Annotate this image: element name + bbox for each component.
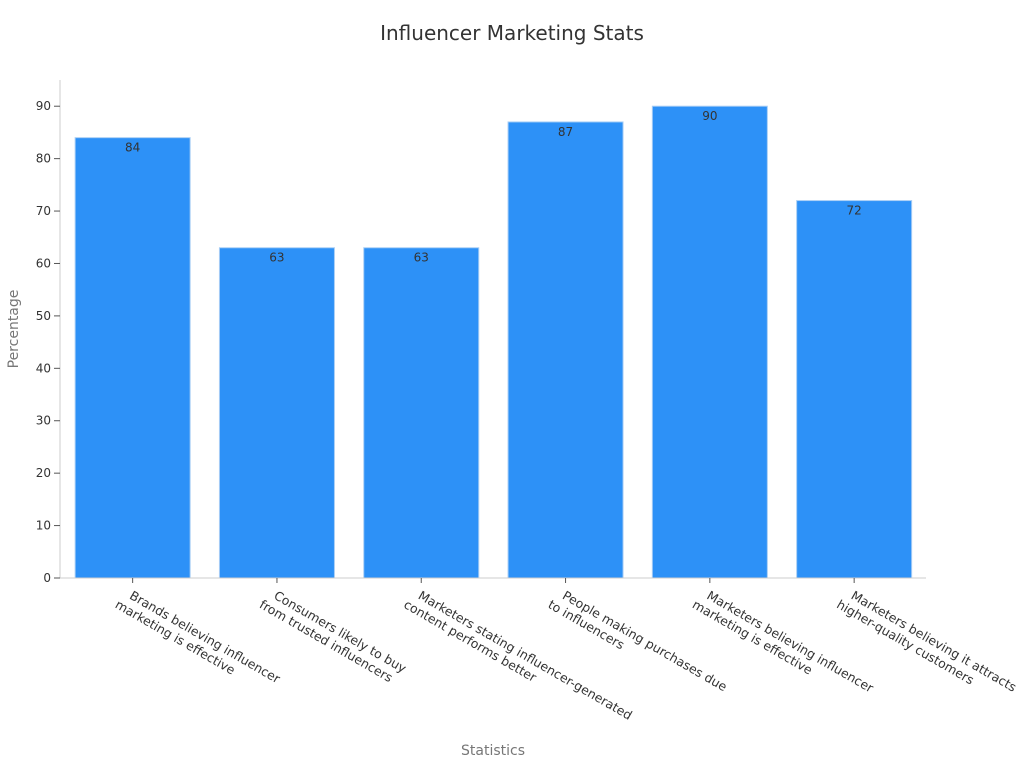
- bar-value-label: 87: [558, 125, 573, 139]
- y-axis-title: Percentage: [6, 290, 22, 369]
- y-tick-label: 20: [36, 466, 51, 480]
- y-tick-label: 90: [36, 99, 51, 113]
- x-tick-label-line: Consumers likely to buy: [271, 588, 409, 676]
- bar-value-label: 63: [414, 251, 429, 265]
- bar: [363, 247, 480, 579]
- y-tick-label: 50: [36, 309, 51, 323]
- y-tick-label: 10: [36, 519, 51, 533]
- bar: [218, 247, 335, 579]
- bar-value-label: 90: [702, 109, 717, 123]
- bar: [796, 200, 913, 579]
- bars-group: [74, 105, 913, 579]
- y-tick-label: 0: [43, 571, 51, 585]
- bar-value-label: 84: [125, 141, 140, 155]
- x-tick-label-line: content performs better: [401, 597, 540, 686]
- y-tick-label: 40: [36, 361, 51, 375]
- x-tick-label-line: Marketers believing it attracts: [849, 588, 1019, 695]
- y-tick-label: 80: [36, 152, 51, 166]
- y-tick-label: 70: [36, 204, 51, 218]
- x-axis-title: Statistics: [461, 743, 525, 759]
- bar: [651, 105, 768, 579]
- y-ticks-group: 0 10 20 30 40 50 60 70 80 90: [36, 99, 60, 585]
- x-ticks-group: Brands believing influencermarketing is …: [113, 578, 1019, 723]
- y-tick-label: 30: [36, 414, 51, 428]
- x-tick-label: Brands believing influencermarketing is …: [113, 584, 284, 700]
- bar: [507, 121, 624, 579]
- bar-value-label: 63: [269, 251, 284, 265]
- bar: [74, 137, 191, 579]
- y-tick-label: 60: [36, 256, 51, 270]
- chart-title: Influencer Marketing Stats: [380, 21, 644, 45]
- bar-value-label: 72: [847, 204, 862, 218]
- bar-labels-group: 84 63 63 87 90 72: [125, 109, 862, 265]
